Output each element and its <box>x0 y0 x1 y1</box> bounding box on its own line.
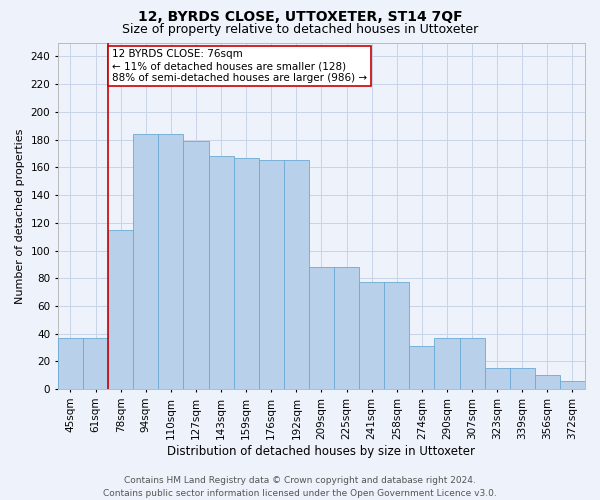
Bar <box>510 368 535 389</box>
Bar <box>108 230 133 389</box>
Bar <box>409 346 434 389</box>
Bar <box>209 156 233 389</box>
Y-axis label: Number of detached properties: Number of detached properties <box>15 128 25 304</box>
Bar <box>133 134 158 389</box>
Bar <box>233 158 259 389</box>
Bar <box>259 160 284 389</box>
Bar <box>535 376 560 389</box>
Text: Contains HM Land Registry data © Crown copyright and database right 2024.
Contai: Contains HM Land Registry data © Crown c… <box>103 476 497 498</box>
X-axis label: Distribution of detached houses by size in Uttoxeter: Distribution of detached houses by size … <box>167 444 475 458</box>
Bar <box>485 368 510 389</box>
Bar <box>309 267 334 389</box>
Bar <box>560 381 585 389</box>
Bar <box>384 282 409 389</box>
Bar <box>359 282 384 389</box>
Bar <box>460 338 485 389</box>
Bar <box>434 338 460 389</box>
Text: Size of property relative to detached houses in Uttoxeter: Size of property relative to detached ho… <box>122 22 478 36</box>
Bar <box>284 160 309 389</box>
Bar <box>334 267 359 389</box>
Bar <box>58 338 83 389</box>
Bar <box>158 134 184 389</box>
Text: 12, BYRDS CLOSE, UTTOXETER, ST14 7QF: 12, BYRDS CLOSE, UTTOXETER, ST14 7QF <box>137 10 463 24</box>
Bar <box>83 338 108 389</box>
Bar <box>184 141 209 389</box>
Text: 12 BYRDS CLOSE: 76sqm
← 11% of detached houses are smaller (128)
88% of semi-det: 12 BYRDS CLOSE: 76sqm ← 11% of detached … <box>112 50 367 82</box>
